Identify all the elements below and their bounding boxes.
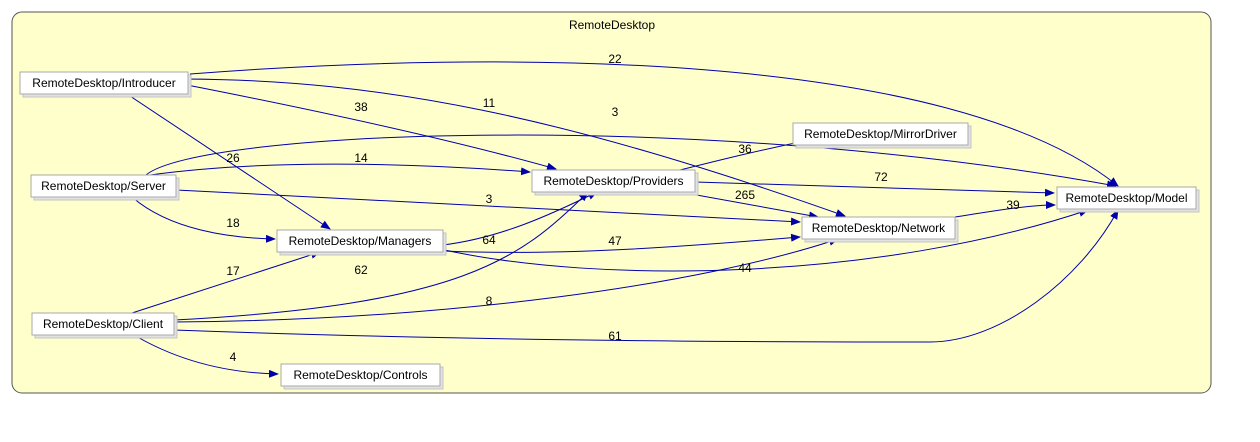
node-box — [276, 229, 444, 253]
node-label-network: RemoteDesktop/Network — [812, 221, 946, 235]
edge-label-introducer-to-providers: 38 — [354, 100, 368, 114]
edge-label-server-to-managers: 18 — [226, 216, 240, 230]
edge-label-client-to-providers: 62 — [354, 263, 368, 277]
node-box — [31, 312, 175, 336]
edge-introducer-to-managers — [126, 93, 331, 230]
edge-label-managers-to-network: 47 — [608, 234, 622, 248]
edge-client-to-managers — [131, 250, 321, 314]
edge-label-server-to-network: 3 — [486, 192, 493, 206]
node-label-model: RemoteDesktop/Model — [1065, 191, 1187, 205]
edge-providers-to-network — [679, 191, 819, 220]
node-box — [531, 169, 696, 193]
edge-label-introducer-to-network: 11 — [483, 96, 496, 110]
node-box — [1056, 186, 1197, 210]
node-providers[interactable]: RemoteDesktop/Providers — [531, 169, 699, 196]
node-managers[interactable]: RemoteDesktop/Managers — [276, 229, 447, 256]
node-server[interactable]: RemoteDesktop/Server — [30, 174, 180, 201]
nodes-layer: RemoteDesktop/Introducer RemoteDesktop/Se… — [19, 71, 1200, 390]
node-label-controls: RemoteDesktop/Controls — [293, 368, 427, 382]
node-label-managers: RemoteDesktop/Managers — [289, 234, 432, 248]
edge-network-to-model — [954, 201, 1056, 218]
edge-client-to-network — [173, 238, 839, 323]
edge-label-client-to-network: 8 — [486, 294, 493, 308]
edge-label-providers-to-model: 72 — [874, 170, 888, 184]
edge-label-network-to-model: 39 — [1006, 198, 1020, 212]
edge-server-to-model — [145, 134, 1117, 189]
edge-server-to-network — [175, 189, 801, 226]
edge-introducer-to-providers — [186, 84, 557, 171]
node-introducer[interactable]: RemoteDesktop/Introducer — [19, 71, 192, 98]
node-label-server: RemoteDesktop/Server — [41, 179, 166, 193]
edge-label-managers-to-providers: 64 — [482, 233, 496, 247]
edge-label-server-to-model: 3 — [612, 105, 619, 119]
node-box — [19, 71, 189, 95]
edge-server-to-managers — [131, 196, 276, 243]
edge-providers-to-model — [694, 181, 1055, 197]
node-client[interactable]: RemoteDesktop/Client — [31, 312, 178, 339]
node-mirrordriver[interactable]: RemoteDesktop/MirrorDriver — [792, 122, 972, 149]
node-model[interactable]: RemoteDesktop/Model — [1056, 186, 1200, 213]
node-label-mirrordriver: RemoteDesktop/MirrorDriver — [804, 127, 957, 141]
edges-layer: 22 11 38 26 3 14 3 18 36 72 265 39 64 47 44 17 62 8 61 4 — [126, 52, 1119, 378]
edge-managers-to-network — [442, 233, 801, 253]
diagram-frame — [11, 11, 1212, 394]
node-box — [280, 363, 441, 387]
edge-label-client-to-model: 61 — [608, 329, 622, 343]
edge-introducer-to-model — [189, 61, 1119, 187]
edge-managers-to-model — [439, 209, 1089, 272]
node-controls[interactable]: RemoteDesktop/Controls — [280, 363, 444, 390]
node-label-introducer: RemoteDesktop/Introducer — [32, 76, 175, 90]
edge-label-introducer-to-model: 22 — [608, 52, 622, 66]
edge-label-managers-to-model: 44 — [738, 261, 752, 275]
edge-client-to-providers — [173, 191, 589, 321]
node-box — [792, 122, 969, 146]
edge-label-providers-to-network: 265 — [735, 188, 755, 202]
edge-label-providers-to-mirrordriver: 36 — [738, 142, 752, 156]
diagram-title: RemoteDesktop — [569, 18, 655, 32]
edge-label-client-to-managers: 17 — [226, 264, 240, 278]
edge-server-to-providers — [149, 163, 531, 176]
node-network[interactable]: RemoteDesktop/Network — [801, 216, 959, 243]
edge-client-to-model — [173, 209, 1119, 343]
node-label-providers: RemoteDesktop/Providers — [543, 174, 683, 188]
edge-introducer-to-network — [184, 78, 846, 217]
node-label-client: RemoteDesktop/Client — [43, 317, 164, 331]
node-box — [30, 174, 177, 198]
edge-label-introducer-to-managers: 26 — [226, 151, 240, 165]
edge-client-to-controls — [133, 334, 279, 378]
node-box — [801, 216, 956, 240]
edge-label-server-to-providers: 14 — [354, 151, 368, 165]
edge-label-client-to-controls: 4 — [230, 350, 237, 364]
